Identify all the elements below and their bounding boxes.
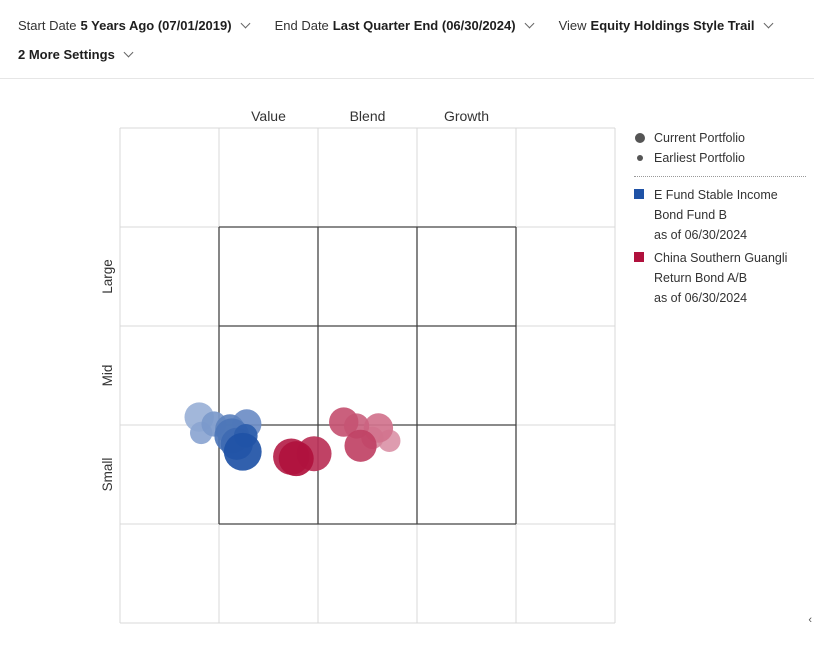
legend-fund-2[interactable]: China Southern Guangli Return Bond A/B a…	[634, 248, 814, 308]
x-category-label: Blend	[350, 108, 386, 124]
legend-fund-2-asof: as of 06/30/2024	[654, 291, 748, 305]
legend-fund-1-line2: Bond Fund B	[654, 208, 727, 222]
legend-fund-2-line2: Return Bond A/B	[654, 271, 748, 285]
y-category-label: Mid	[100, 365, 115, 387]
legend-fund-1[interactable]: E Fund Stable Income Bond Fund B as of 0…	[634, 185, 814, 245]
chevron-left-icon[interactable]: ‹	[808, 614, 812, 626]
settings-row-1: Start Date 5 Years Ago (07/01/2019) End …	[18, 14, 798, 36]
y-category-label: Large	[100, 259, 115, 294]
end-date-value: Last Quarter End (06/30/2024)	[332, 17, 516, 33]
crimson-square-icon	[634, 252, 644, 262]
view-label: View	[558, 17, 587, 33]
bubble-series-2-point-9	[278, 441, 314, 477]
legend-current-label: Current Portfolio	[654, 131, 746, 145]
bubble-series-2-point-6	[344, 429, 377, 462]
settings-divider	[0, 78, 814, 79]
chart-legend: Current Portfolio Earliest Portfolio E F…	[634, 130, 814, 311]
legend-fund-1-line1: E Fund Stable Income	[654, 188, 778, 202]
legend-separator	[634, 176, 806, 177]
start-date-value: 5 Years Ago (07/01/2019)	[80, 17, 232, 33]
more-settings-toggle[interactable]: 2 More Settings	[18, 46, 134, 62]
more-settings-label: 2 More Settings	[18, 46, 115, 62]
small-circle-icon	[637, 155, 643, 161]
y-category-label: Small	[100, 458, 115, 492]
legend-fund-2-line1: China Southern Guangli	[654, 251, 788, 265]
x-category-label: Growth	[444, 108, 489, 124]
view-value: Equity Holdings Style Trail	[590, 17, 755, 33]
bubble-series-2-point-5	[329, 407, 359, 437]
large-circle-icon	[635, 133, 645, 143]
legend-earliest: Earliest Portfolio	[634, 150, 814, 166]
legend-earliest-label: Earliest Portfolio	[654, 151, 746, 165]
settings-bar: Start Date 5 Years Ago (07/01/2019) End …	[18, 14, 798, 72]
blue-square-icon	[634, 189, 644, 199]
bubble-series-1-point-9	[223, 432, 262, 471]
legend-fund-1-asof: as of 06/30/2024	[654, 228, 748, 242]
end-date-label: End Date	[274, 17, 329, 33]
end-date-setting[interactable]: End Date Last Quarter End (06/30/2024)	[274, 17, 535, 33]
start-date-label: Start Date	[18, 17, 77, 33]
legend-current: Current Portfolio	[634, 130, 814, 146]
view-setting[interactable]: View Equity Holdings Style Trail	[558, 17, 773, 33]
start-date-setting[interactable]: Start Date 5 Years Ago (07/01/2019)	[18, 17, 251, 33]
x-category-label: Value	[251, 108, 286, 124]
settings-row-2: 2 More Settings	[18, 43, 798, 65]
